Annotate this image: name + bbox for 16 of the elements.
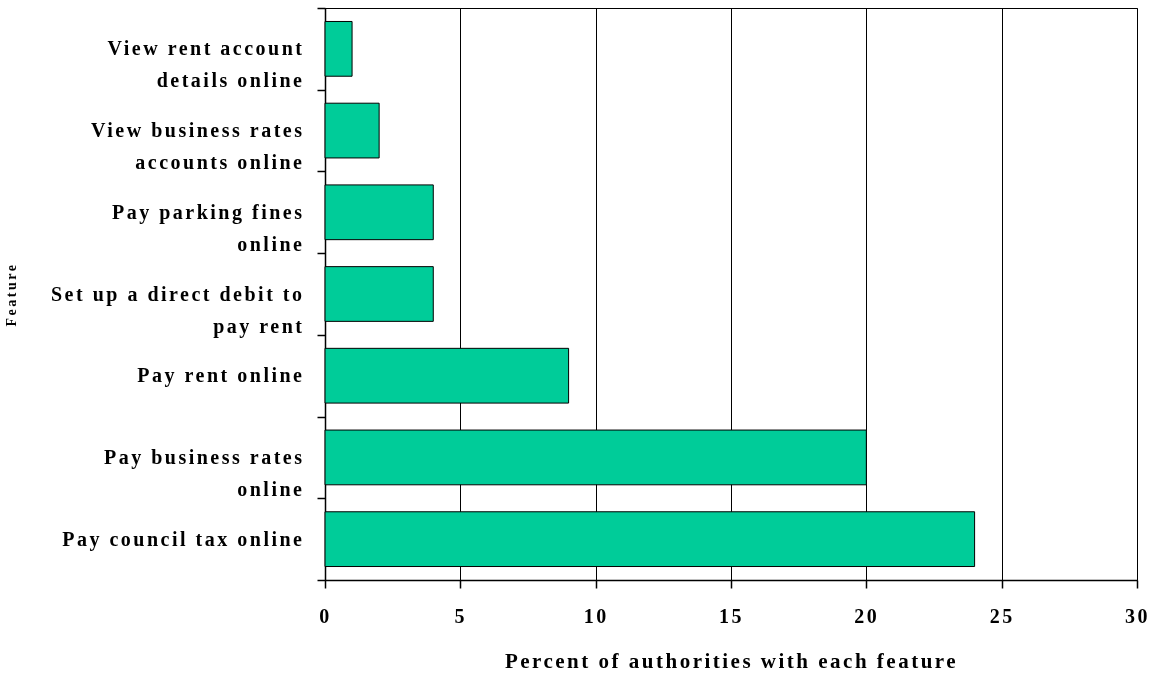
- y-tick-label: Pay parking fines online: [111, 200, 305, 255]
- x-tick-label: 0: [319, 604, 332, 627]
- x-tick-label: 25: [989, 604, 1015, 627]
- x-tick-label: 15: [719, 604, 744, 627]
- y-tick-label: View business rates accounts online: [91, 119, 305, 174]
- y-tick-label: View rent account details online: [107, 37, 305, 92]
- y-tick-label: Pay rent online: [137, 364, 305, 388]
- x-tick-label: 5: [454, 604, 468, 627]
- y-tick-label: Pay council tax online: [62, 527, 305, 551]
- x-tick-label: 10: [583, 604, 609, 627]
- x-tick-label: 20: [854, 604, 880, 627]
- x-tick-label: 30: [1125, 604, 1150, 627]
- x-axis-title: Percent of authorities with each feature: [504, 648, 959, 673]
- y-tick-label: Set up a direct debit to pay rent: [50, 282, 305, 338]
- y-axis-title: Feature: [3, 262, 19, 327]
- y-tick-label: Pay business rates online: [103, 445, 305, 500]
